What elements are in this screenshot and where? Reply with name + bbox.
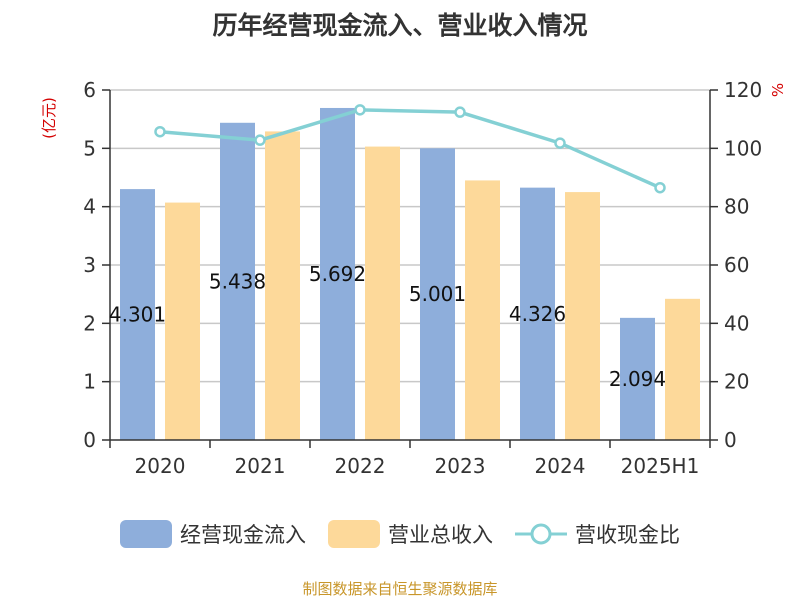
data-label-cash-inflow: 5.001: [409, 282, 466, 306]
right-tick-label: 120: [724, 78, 762, 102]
ratio-point: [654, 181, 666, 194]
bar-revenue: [165, 202, 200, 440]
x-tick-label: 2021: [235, 454, 286, 478]
legend-item-ratio[interactable]: 营收现金比: [515, 519, 680, 549]
grid-lines: [110, 89, 710, 383]
right-tick-label: 60: [724, 253, 749, 277]
bar-cash-inflow: [420, 148, 455, 440]
right-tick-label: 100: [724, 136, 762, 160]
ratio-point: [554, 137, 566, 149]
x-tick-label: 2023: [435, 454, 486, 478]
bar-cash-inflow: [620, 317, 655, 440]
ratio-point: [454, 106, 466, 118]
ratio-point: [154, 125, 166, 138]
ratio-polyline: [159, 108, 661, 190]
data-label-cash-inflow: 2.094: [609, 367, 666, 391]
bar-cash-inflow: [120, 189, 155, 440]
left-tick-label: 6: [83, 78, 96, 102]
right-tick-label: 0: [724, 428, 737, 452]
ratio-point: [254, 134, 266, 146]
bar-revenue: [565, 192, 600, 440]
chart-title: 历年经营现金流入、营业收入情况: [212, 11, 588, 40]
right-tick-label: 40: [724, 311, 749, 335]
right-axis-unit: %: [769, 83, 787, 97]
bar-cash-inflow: [320, 107, 355, 440]
right-tick-label: 80: [724, 195, 749, 219]
right-tick-label: 20: [724, 370, 749, 394]
ratio-point: [354, 104, 366, 116]
legend-label-cash-inflow: 经营现金流入: [180, 523, 306, 547]
data-labels: 4.301 5.438 5.692 5.001 4.326 2.094: [109, 262, 666, 391]
left-tick-label: 5: [83, 136, 96, 160]
x-tick-label: 2020: [135, 454, 186, 478]
x-tick-label: 2025H1: [621, 454, 700, 478]
bar-cash-inflow: [520, 187, 555, 440]
bar-cash-inflow: [220, 122, 255, 441]
legend-swatch-revenue: [328, 520, 380, 548]
data-label-cash-inflow: 4.301: [109, 303, 166, 327]
left-axis-unit: (亿元): [40, 97, 58, 139]
left-tick-label: 1: [83, 370, 96, 394]
left-tick-label: 2: [83, 311, 96, 335]
legend-label-ratio: 营收现金比: [575, 523, 680, 547]
legend-item-cash-inflow[interactable]: 经营现金流入: [120, 519, 306, 549]
data-label-cash-inflow: 5.692: [309, 262, 366, 286]
bar-revenue: [365, 146, 400, 441]
ratio-line: [154, 104, 666, 194]
legend-swatch-ratio: [515, 523, 567, 545]
data-label-cash-inflow: 4.326: [509, 302, 566, 326]
left-tick-label: 4: [83, 195, 96, 219]
legend-swatch-cash-inflow: [120, 520, 172, 548]
left-tick-label: 3: [83, 253, 96, 277]
bar-revenue: [465, 180, 500, 440]
bar-revenue: [265, 131, 300, 440]
bars: [120, 107, 700, 441]
left-tick-label: 0: [83, 428, 96, 452]
data-label-cash-inflow: 5.438: [209, 269, 266, 293]
bar-revenue: [665, 298, 700, 440]
data-source-note: 制图数据来自恒生聚源数据库: [302, 580, 498, 598]
legend: 经营现金流入 营业总收入 营收现金比: [0, 516, 800, 552]
x-tick-label: 2022: [335, 454, 386, 478]
x-tick-label: 2024: [535, 454, 586, 478]
legend-item-revenue[interactable]: 营业总收入: [328, 519, 493, 549]
legend-label-revenue: 营业总收入: [388, 523, 493, 547]
